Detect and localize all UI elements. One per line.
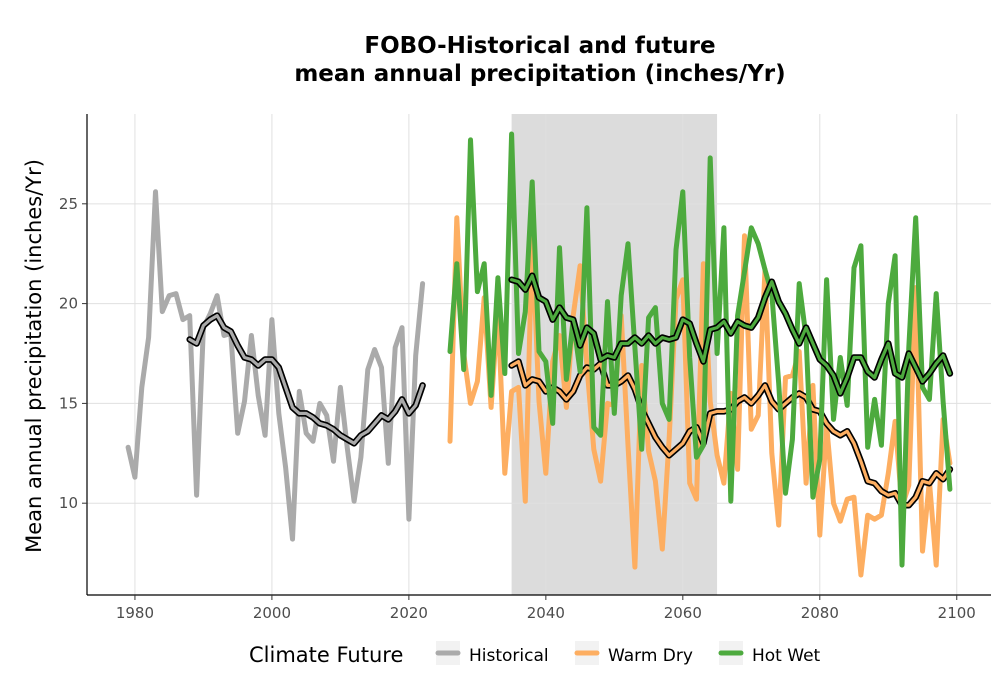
legend-title: Climate Future — [249, 643, 403, 667]
x-tick-label: 2000 — [253, 604, 291, 622]
y-tick-label: 25 — [59, 195, 78, 213]
legend-label: Hot Wet — [752, 646, 821, 666]
x-tick-label: 2100 — [938, 604, 976, 622]
x-tick-label: 2080 — [801, 604, 839, 622]
legend: Climate Future Historical Warm Dry Hot Wet — [249, 641, 821, 667]
smoothed-line-hot-wet — [510, 274, 952, 395]
x-tick-label: 2060 — [664, 604, 702, 622]
y-axis-title: Mean annual precipitation (inches/Yr) — [22, 159, 46, 553]
chart-title-line-2: mean annual precipitation (inches/Yr) — [294, 61, 785, 87]
legend-label: Warm Dry — [608, 646, 693, 666]
y-tick-label: 20 — [59, 295, 78, 313]
x-tick-label: 1980 — [116, 604, 154, 622]
x-tick-label: 2040 — [527, 604, 565, 622]
y-tick-label: 15 — [59, 394, 78, 412]
y-tick-label: 10 — [59, 494, 78, 512]
series-line-hot-wet — [447, 131, 953, 568]
smoothed-line-historical — [188, 314, 425, 445]
x-tick-label: 2020 — [390, 604, 428, 622]
legend-label: Historical — [469, 646, 549, 666]
chart-title-line-1: FOBO-Historical and future — [364, 33, 715, 59]
plot-area: 1980 2000 2020 2040 2060 2080 2100 10 15 20 25 — [59, 114, 991, 622]
